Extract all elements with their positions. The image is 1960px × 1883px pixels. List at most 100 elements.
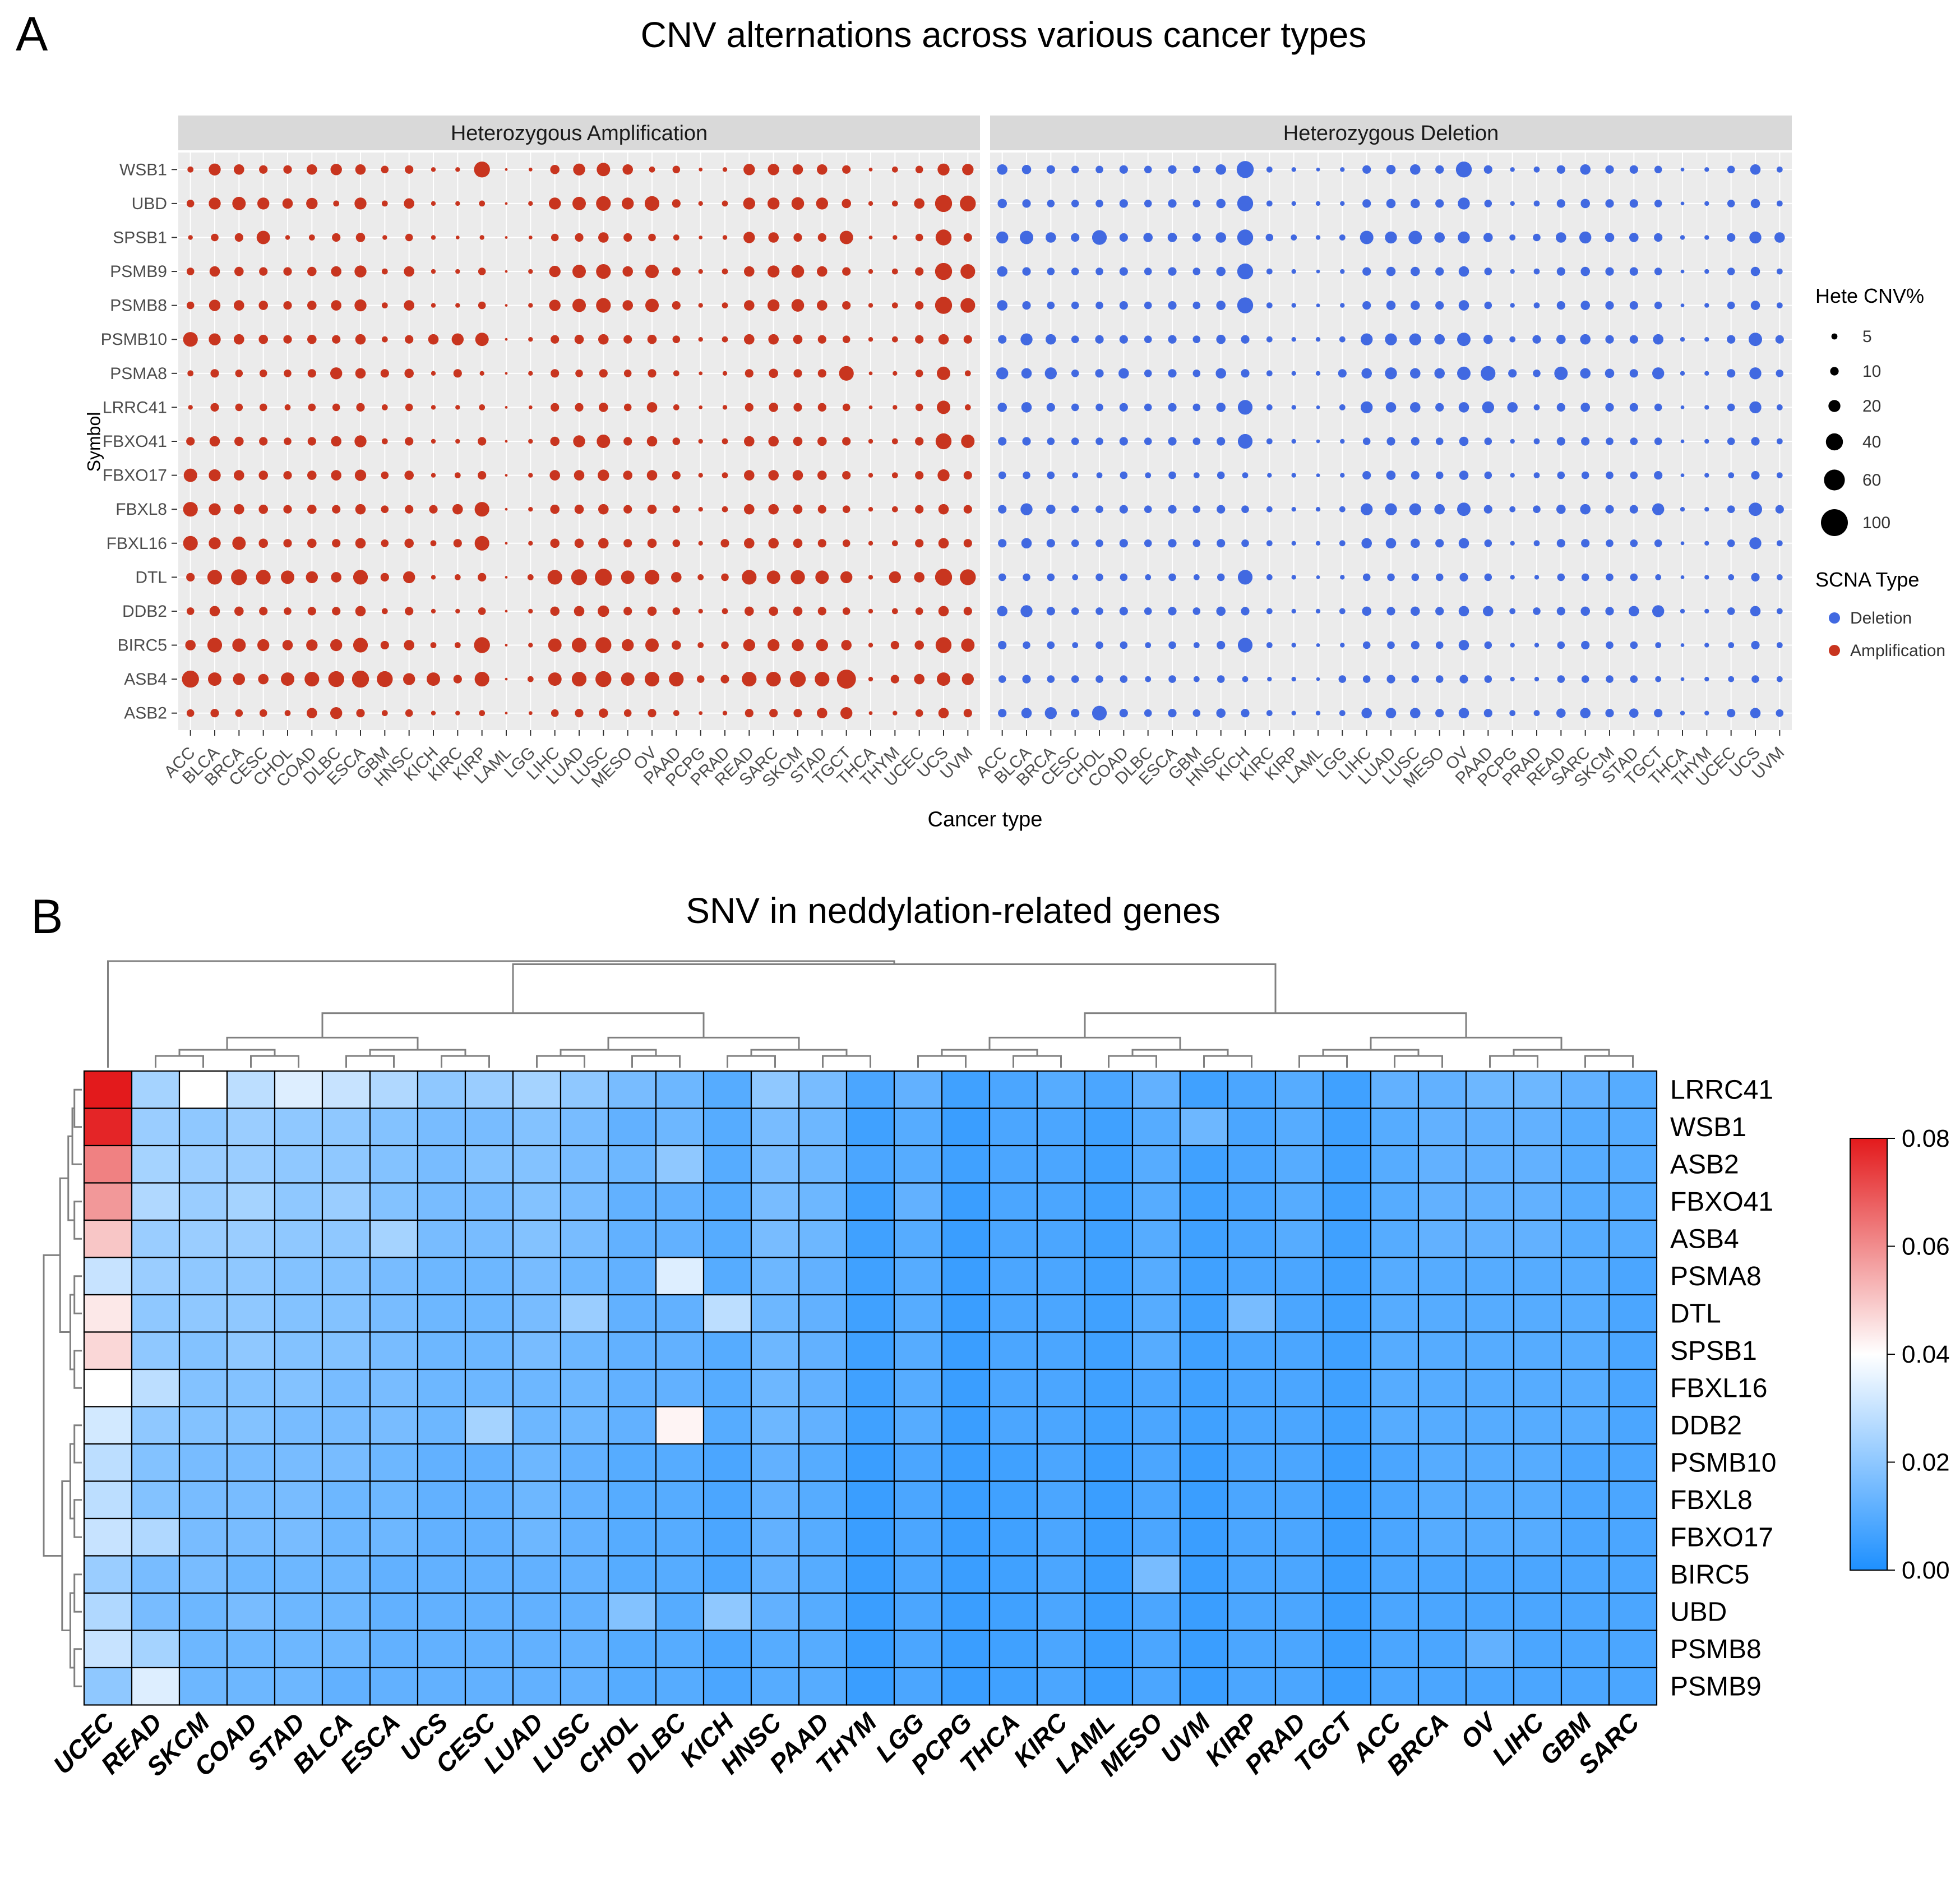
cnv-dot	[1533, 166, 1540, 173]
heatmap-cell	[702, 1257, 752, 1296]
cnv-dot	[455, 201, 460, 206]
heatmap-cell	[1608, 1144, 1658, 1184]
heatmap-cell	[321, 1592, 371, 1631]
cnv-dot	[381, 302, 388, 308]
cnv-dot	[1071, 370, 1079, 377]
cnv-dot	[1680, 337, 1685, 342]
cnv-dot	[890, 640, 899, 650]
heatmap-cell	[83, 1592, 133, 1631]
cnv-dot	[1556, 301, 1565, 310]
cnv-dot	[1654, 471, 1663, 480]
cnv-dot	[1680, 235, 1685, 240]
cnv-dot	[1020, 503, 1033, 515]
cnv-dot	[1580, 403, 1590, 412]
heatmap-cell	[1084, 1144, 1134, 1184]
cnv-dot	[257, 197, 270, 210]
cnv-dot	[1047, 437, 1055, 445]
cnv-dot	[963, 233, 972, 242]
cnv-dot	[1605, 335, 1614, 344]
cnv-dot	[455, 303, 460, 308]
cnv-dot	[817, 436, 827, 446]
cnv-dot	[768, 639, 780, 652]
heatmap-cell	[845, 1592, 895, 1631]
cnv-dot	[1507, 402, 1518, 413]
dendrogram-link	[73, 1275, 82, 1314]
heatmap-cell	[1227, 1555, 1277, 1594]
heatmap-cell	[1322, 1667, 1372, 1706]
cnv-dot	[1534, 676, 1540, 682]
cnv-dot	[793, 436, 803, 446]
dendrogram-link	[73, 1499, 82, 1538]
legend-size-title: Hete CNV%	[1815, 284, 1924, 307]
cnv-dot	[232, 536, 246, 550]
cnv-dot	[528, 541, 533, 546]
cnv-dot	[1458, 300, 1469, 311]
heatmap-cell	[607, 1257, 657, 1296]
cnv-dot	[1629, 267, 1638, 276]
legend-size-dot	[1824, 469, 1845, 491]
cnv-dot	[282, 640, 293, 650]
cnv-dot	[454, 472, 461, 478]
heatmap-cell	[226, 1592, 276, 1631]
cnv-dot	[354, 299, 367, 312]
cnv-dot	[1071, 233, 1080, 242]
cnv-dot	[259, 709, 267, 717]
heatmap-cell	[1370, 1480, 1420, 1520]
heatmap-cell	[941, 1443, 991, 1482]
cnv-dot	[1509, 506, 1516, 513]
cnv-dot	[405, 233, 413, 242]
cnv-dot	[1237, 433, 1253, 449]
cnv-dot	[431, 167, 436, 172]
cnv-dot	[528, 303, 533, 308]
heatmap-cell	[512, 1144, 562, 1184]
cnv-dot	[891, 336, 898, 343]
cnv-dot	[998, 505, 1007, 514]
cnv-dot	[868, 541, 873, 546]
cnv-dot	[673, 370, 679, 377]
cnv-dot	[1510, 303, 1515, 308]
heatmap-cell	[321, 1219, 371, 1258]
cnv-dot	[575, 709, 584, 718]
heatmap-cell	[941, 1219, 991, 1258]
heatmap-cell	[274, 1070, 323, 1109]
legend-type-label: Amplification	[1850, 641, 1945, 660]
dendrogram-link	[560, 1049, 657, 1056]
heatmap-cell	[560, 1182, 609, 1221]
cnv-dot	[1727, 335, 1736, 344]
cnv-dot	[1605, 267, 1614, 276]
heatmap-cell	[1608, 1219, 1658, 1258]
heatmap-cell	[845, 1219, 895, 1258]
cnv-dot	[1606, 573, 1614, 581]
heatmap-cell	[798, 1219, 848, 1258]
heatmap-cell	[369, 1406, 419, 1445]
cnv-dot	[307, 266, 317, 276]
cnv-dot	[1533, 404, 1540, 410]
heatmap-cell	[1131, 1517, 1181, 1557]
cnv-dot	[528, 201, 533, 206]
heatmap-row-label: LRRC41	[1670, 1075, 1773, 1105]
heatmap-cell	[1227, 1331, 1277, 1370]
dendrogram-link	[631, 1055, 681, 1068]
heatmap-cell	[274, 1517, 323, 1557]
cnv-dot	[842, 471, 851, 480]
heatmap-row-label: PSMB10	[1670, 1448, 1776, 1478]
cnv-dot	[328, 671, 344, 687]
cnv-dot	[1291, 201, 1296, 206]
cnv-dot	[234, 504, 244, 515]
cnv-dot	[551, 335, 560, 344]
cnv-dot	[817, 403, 826, 412]
cnv-dot	[307, 538, 317, 548]
cnv-dot	[893, 235, 898, 240]
cnv-dot	[868, 371, 873, 376]
heatmap-cell	[131, 1480, 181, 1520]
heatmap-cell	[1465, 1592, 1515, 1631]
cnv-dot	[1556, 403, 1565, 412]
heatmap-cell	[1084, 1331, 1134, 1370]
cnv-dot	[1120, 471, 1128, 479]
cnv-dot	[1020, 230, 1033, 244]
heatmap-cell	[1084, 1592, 1134, 1631]
dendrogram-link	[73, 1648, 82, 1687]
cnv-dot	[1242, 676, 1249, 682]
cnv-dot	[915, 607, 923, 615]
cnv-dot	[1580, 708, 1591, 718]
